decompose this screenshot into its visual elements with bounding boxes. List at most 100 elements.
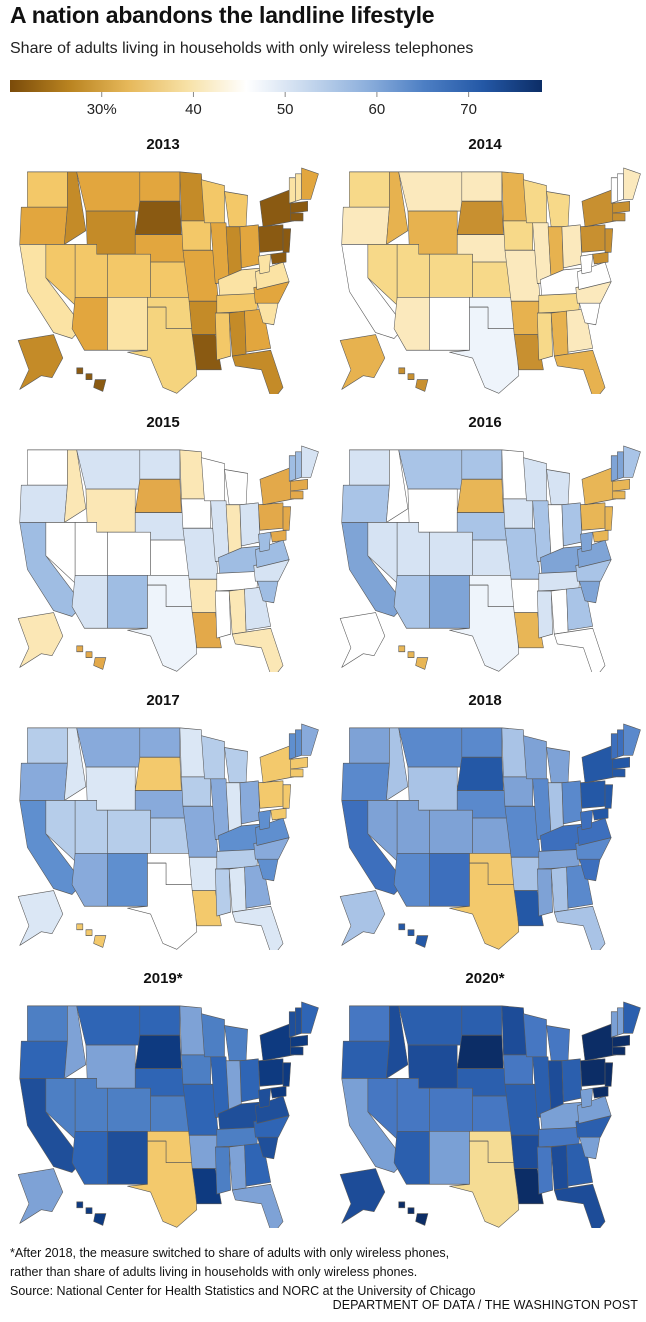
state-shape-sd xyxy=(456,200,504,235)
state-shape-hi xyxy=(398,923,429,948)
state-shape-wv xyxy=(258,809,271,831)
state-shape-or xyxy=(341,1040,390,1079)
footnote-line: *After 2018, the measure switched to sha… xyxy=(10,1246,450,1260)
state-shape-mn xyxy=(179,449,205,500)
state-shape-co xyxy=(429,253,473,298)
map-panel-2013: 2013 xyxy=(4,136,322,396)
state-shape-ia xyxy=(181,498,211,529)
state-shape-ia xyxy=(181,776,211,807)
state-shape-pa xyxy=(580,780,606,809)
state-shape-or xyxy=(341,484,390,523)
us-choropleth-map xyxy=(17,445,319,672)
state-shape-nd xyxy=(139,171,181,202)
state-shape-tx xyxy=(449,306,520,394)
state-shape-oh xyxy=(239,224,261,269)
state-shape-fl xyxy=(553,1183,606,1228)
us-choropleth-map xyxy=(339,1001,641,1228)
state-shape-nh xyxy=(617,729,624,758)
state-shape-hi xyxy=(76,367,107,392)
state-shape-mi xyxy=(224,747,248,784)
state-shape-ar xyxy=(510,856,540,891)
state-shape-nj xyxy=(604,1062,614,1087)
state-shape-az xyxy=(71,296,108,351)
state-shape-wa xyxy=(27,1005,68,1042)
state-shape-mi xyxy=(546,191,570,228)
state-shape-oh xyxy=(239,1058,261,1103)
state-shape-mt xyxy=(76,171,141,212)
state-shape-ms xyxy=(215,868,231,917)
state-shape-ct xyxy=(612,768,626,778)
state-shape-al xyxy=(550,866,569,913)
page-subtitle: Share of adults living in households wit… xyxy=(10,40,474,57)
state-shape-nh xyxy=(295,451,302,480)
state-shape-vt xyxy=(610,733,618,760)
us-choropleth-map xyxy=(17,723,319,950)
state-shape-wa xyxy=(349,727,390,764)
state-shape-md xyxy=(592,529,609,543)
state-shape-ks xyxy=(472,539,512,576)
state-shape-nj xyxy=(282,784,292,809)
state-shape-wv xyxy=(580,809,593,831)
state-shape-ar xyxy=(188,856,218,891)
state-shape-wa xyxy=(349,1005,390,1042)
state-shape-me xyxy=(623,167,641,200)
state-shape-ny xyxy=(259,189,295,228)
state-shape-mi xyxy=(224,1025,248,1062)
map-panel-2014: 2014 xyxy=(326,136,644,396)
state-shape-co xyxy=(107,1087,151,1132)
state-shape-vt xyxy=(610,1011,618,1038)
state-shape-ma xyxy=(290,756,308,770)
footnote-line: rather than share of adults living in ho… xyxy=(10,1265,418,1279)
state-shape-hi xyxy=(398,1201,429,1226)
state-shape-ak xyxy=(339,1168,386,1224)
state-shape-wa xyxy=(27,171,68,208)
state-shape-wa xyxy=(27,727,68,764)
state-shape-wv xyxy=(258,531,271,553)
state-shape-ks xyxy=(472,261,512,298)
state-shape-ar xyxy=(510,1134,540,1169)
state-shape-al xyxy=(550,588,569,635)
state-shape-ks xyxy=(150,1095,190,1132)
us-choropleth-map xyxy=(17,167,319,394)
state-shape-me xyxy=(301,723,319,756)
state-shape-hi xyxy=(76,645,107,670)
state-shape-pa xyxy=(258,780,284,809)
legend-tick-label: 40 xyxy=(185,101,202,118)
state-shape-mn xyxy=(501,727,527,778)
state-shape-al xyxy=(550,310,569,357)
state-shape-fl xyxy=(231,1183,284,1228)
state-shape-tx xyxy=(449,1140,520,1228)
state-shape-ny xyxy=(581,745,617,784)
state-shape-az xyxy=(393,296,430,351)
state-shape-wv xyxy=(258,1087,271,1109)
state-shape-id xyxy=(386,449,409,523)
state-shape-mt xyxy=(398,727,463,768)
state-shape-nd xyxy=(461,727,503,758)
state-shape-ia xyxy=(503,776,533,807)
state-shape-mo xyxy=(182,1083,219,1136)
state-shape-ny xyxy=(581,467,617,506)
state-shape-md xyxy=(270,251,287,265)
state-shape-ny xyxy=(581,1023,617,1062)
state-shape-oh xyxy=(561,502,583,547)
state-shape-la xyxy=(191,334,222,371)
state-shape-vt xyxy=(288,733,296,760)
state-shape-ak xyxy=(17,1168,64,1224)
state-shape-wv xyxy=(580,1087,593,1109)
map-year-title: 2016 xyxy=(468,414,502,431)
state-shape-ms xyxy=(215,1146,231,1195)
state-shape-ia xyxy=(503,498,533,529)
state-shape-wa xyxy=(349,449,390,486)
state-shape-mi xyxy=(224,469,248,506)
state-shape-az xyxy=(393,574,430,629)
state-shape-pa xyxy=(580,502,606,531)
state-shape-mi xyxy=(224,191,248,228)
map-panel-2017: 2017 xyxy=(4,692,322,952)
legend-color-bar xyxy=(10,80,542,92)
state-shape-or xyxy=(19,762,68,801)
us-choropleth-map xyxy=(17,1001,319,1228)
map-year-title: 2013 xyxy=(146,136,180,153)
state-shape-az xyxy=(71,1130,108,1185)
state-shape-vt xyxy=(288,177,296,204)
state-shape-co xyxy=(429,1087,473,1132)
